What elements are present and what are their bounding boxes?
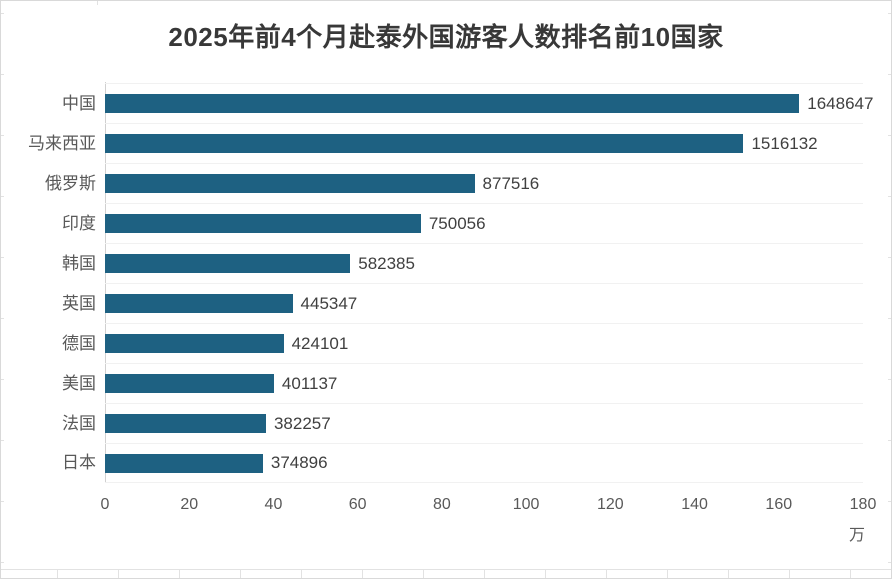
sheet-column-stub (484, 570, 485, 578)
sheet-column-stub (97, 1, 98, 5)
bar-value-label: 401137 (281, 373, 338, 393)
sheet-column-stub (362, 570, 363, 578)
category-label: 中国 (62, 93, 96, 113)
sheet-column-stub (728, 570, 729, 578)
sheet-row-stub (888, 74, 891, 75)
sheet-row-stub (888, 135, 891, 136)
bar-row: 法国 382257 (62, 403, 863, 443)
x-axis-tick-label: 0 (100, 496, 110, 513)
category-label: 法国 (62, 413, 96, 433)
sheet-row-stub (888, 257, 891, 258)
x-axis-tick-label: 80 (432, 496, 451, 513)
bar (105, 453, 263, 473)
x-axis-tick-label: 180 (849, 496, 877, 513)
bar-value-label: 1648647 (807, 93, 874, 113)
sheet-column-stub (240, 570, 241, 578)
sheet-column-stub (667, 570, 668, 578)
sheet-column-stub (606, 570, 607, 578)
sheet-column-stub (118, 570, 119, 578)
sheet-row-stub (888, 562, 891, 563)
sheet-column-stub (423, 570, 424, 578)
bar-value-label: 1516132 (751, 133, 818, 153)
bar-row: 印度 750056 (62, 203, 863, 243)
value-axis: 0 20 40 60 80 100 120 140 160 180 (101, 496, 877, 516)
category-label: 德国 (62, 333, 96, 353)
sheet-column-stub (179, 570, 180, 578)
bar-value-label: 374896 (270, 453, 328, 472)
bar-row: 俄罗斯 877516 (45, 163, 863, 203)
x-axis-tick-label: 20 (180, 496, 199, 513)
category-label: 美国 (62, 373, 96, 393)
category-label: 日本 (62, 453, 96, 472)
category-label: 韩国 (62, 253, 96, 273)
bar-row: 德国 424101 (62, 323, 863, 363)
bar-value-label: 582385 (358, 253, 415, 273)
sheet-row-stub (888, 440, 891, 441)
bar (105, 214, 421, 233)
sheet-column-stub (545, 570, 546, 578)
chart-title: 2025年前4个月赴泰外国游客人数排名前10国家 (168, 22, 724, 52)
bar (105, 294, 293, 313)
bar (105, 134, 744, 153)
bar-row: 中国 1648647 (62, 83, 873, 123)
bar (105, 174, 475, 193)
sheet-row-stub (1, 74, 4, 75)
bar (105, 374, 274, 393)
x-axis-tick-label: 40 (264, 496, 283, 513)
sheet-row-stub (1, 257, 4, 258)
bar (105, 334, 284, 353)
bar-value-label: 750056 (428, 213, 486, 233)
sheet-column-stub (301, 570, 302, 578)
bar-value-label: 382257 (273, 413, 331, 433)
sheet-row-stub (1, 379, 4, 380)
bar-row: 美国 401137 (62, 363, 863, 403)
sheet-column-stub (57, 570, 58, 578)
sheet-row-stub (1, 318, 4, 319)
sheet-row-stub (888, 196, 891, 197)
sheet-row-line (1, 569, 891, 570)
bar (105, 414, 266, 433)
sheet-row-stub (1, 562, 4, 563)
sheet-row-stub (888, 13, 891, 14)
axis-unit-label: 万 (848, 527, 865, 544)
sheet-row-stub (1, 135, 4, 136)
category-label: 俄罗斯 (45, 173, 96, 193)
sheet-row-stub (888, 501, 891, 502)
bar-row: 韩国 582385 (62, 243, 863, 283)
sheet-row-stub (1, 501, 4, 502)
x-axis-tick-label: 120 (596, 496, 624, 513)
sheet-row-stub (888, 379, 891, 380)
category-label: 英国 (62, 293, 96, 313)
x-axis-tick-label: 140 (681, 496, 708, 513)
bar-value-label: 445347 (300, 293, 358, 313)
category-label: 马来西亚 (28, 133, 96, 153)
x-axis-tick-label: 100 (512, 496, 540, 513)
bar (105, 254, 351, 273)
bar-row: 英国 445347 (62, 283, 863, 323)
bar-row: 马来西亚 1516132 (28, 123, 863, 163)
plot-area: 中国 1648647 马来西亚 1516132 俄罗斯 877516 印度 750056 韩国 5… (28, 83, 873, 483)
sheet-column-stub (850, 570, 851, 578)
sheet-row-stub (1, 13, 4, 14)
x-axis-tick-label: 60 (348, 496, 367, 513)
sheet-row-stub (888, 318, 891, 319)
sheet-row-stub (1, 440, 4, 441)
bar (105, 94, 800, 113)
bar-row: 日本 374896 (62, 443, 863, 483)
sheet-column-stub (789, 570, 790, 578)
category-label: 印度 (62, 213, 96, 233)
sheet-row-stub (1, 196, 4, 197)
bar-value-label: 424101 (291, 333, 349, 353)
category-axis-line (105, 82, 106, 482)
x-axis-tick-label: 160 (765, 496, 793, 513)
bar-value-label: 877516 (482, 173, 540, 193)
